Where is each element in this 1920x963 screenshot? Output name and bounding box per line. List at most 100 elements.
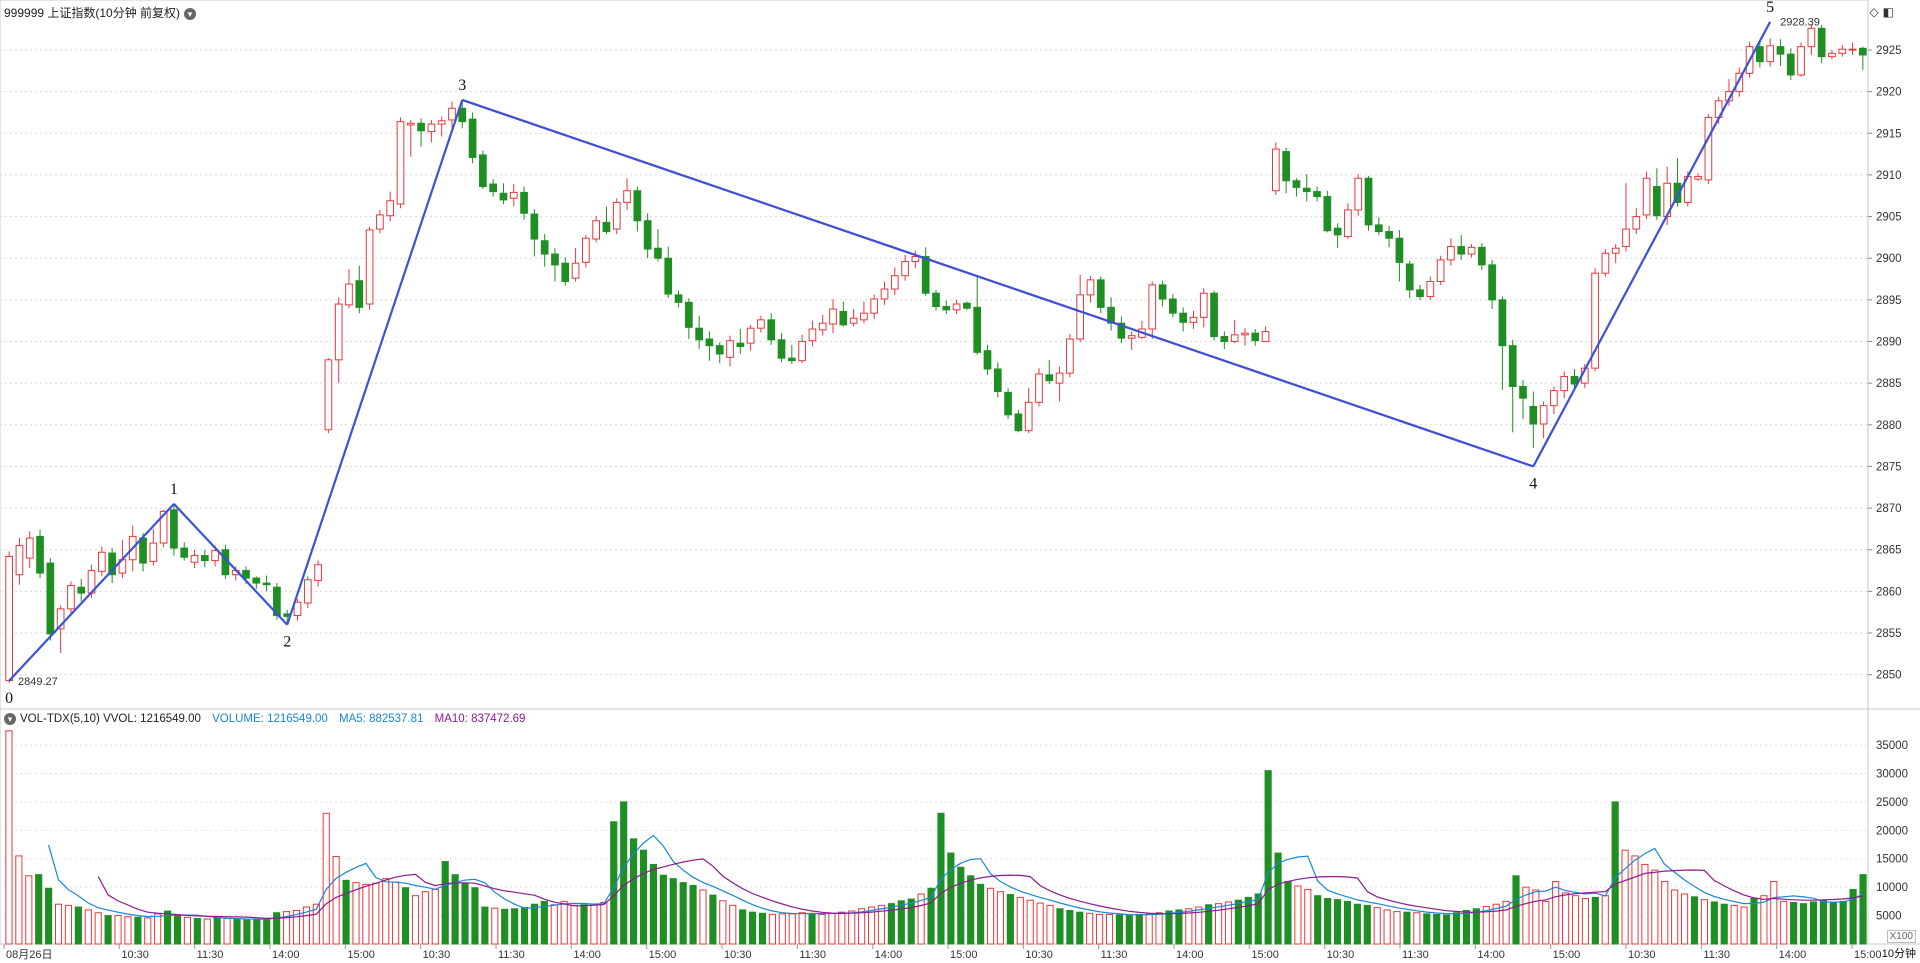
candle-body xyxy=(973,306,982,353)
candle-body xyxy=(1333,227,1342,236)
dropdown-icon[interactable]: ▾ xyxy=(184,7,197,20)
volume-bar xyxy=(411,895,420,945)
candle-body xyxy=(355,280,364,308)
time-tick-label: 10:30 xyxy=(1327,949,1355,961)
candle-body xyxy=(1591,272,1599,369)
wave-line xyxy=(461,98,1534,468)
candle-body xyxy=(1611,247,1620,254)
candle-body xyxy=(1066,338,1074,374)
volume-bar xyxy=(273,912,281,945)
volume-bar xyxy=(154,913,162,945)
candle-body xyxy=(1344,209,1352,238)
candle-body xyxy=(870,298,879,314)
volume-bar xyxy=(838,911,846,945)
time-tick-label: 10:30 xyxy=(1628,949,1656,961)
candle-body xyxy=(798,341,806,362)
volume-bar xyxy=(947,852,955,945)
candle-body xyxy=(1323,196,1332,232)
candle-body xyxy=(1282,151,1290,182)
volume-bar xyxy=(1086,912,1094,945)
volume-bar xyxy=(193,917,201,945)
chart-title: 999999 上证指数(10分钟 前复权) xyxy=(4,6,181,20)
candle-body xyxy=(1199,292,1208,318)
volume-bar xyxy=(758,912,767,945)
chart-title-bar: 999999 上证指数(10分钟 前复权) ▾ xyxy=(4,4,197,21)
candle-body xyxy=(345,283,353,306)
candle-body xyxy=(1642,177,1651,216)
volume-bar xyxy=(1591,896,1599,945)
candle-body xyxy=(767,319,776,341)
volume-bar xyxy=(1512,875,1520,945)
volume-bar xyxy=(1373,907,1381,945)
volume-bar xyxy=(877,904,886,945)
volume-tick-label: 15000 xyxy=(1876,854,1908,866)
candle-body xyxy=(1261,331,1270,343)
volume-bar xyxy=(1750,898,1758,945)
volume-bar xyxy=(1185,908,1193,945)
volume-bar xyxy=(243,919,251,945)
volume-bar xyxy=(84,909,92,945)
period-label[interactable]: 10分钟 xyxy=(1881,948,1916,960)
volume-bar xyxy=(15,855,23,945)
candle-body xyxy=(1776,46,1785,55)
candle-body xyxy=(56,608,65,630)
volume-bar xyxy=(620,801,628,945)
candle-body xyxy=(1241,332,1249,336)
volume-bar xyxy=(778,913,786,945)
volume-bar xyxy=(1799,903,1808,945)
candle-body xyxy=(509,191,518,199)
candle-body xyxy=(170,509,178,549)
candle-body xyxy=(46,562,55,635)
volume-bar xyxy=(1076,911,1084,945)
volume-bar xyxy=(1403,911,1411,945)
candle-body xyxy=(736,342,745,348)
vol-title: VOL-TDX(5,10) VVOL: 1216549.00 xyxy=(20,713,201,726)
volume-bar xyxy=(669,878,677,945)
candle-body xyxy=(458,107,467,123)
diamond-icon[interactable]: ◇ xyxy=(1869,5,1879,19)
volume-bar xyxy=(1631,855,1639,945)
time-tick-label: 14:00 xyxy=(1779,949,1807,961)
volume-bar xyxy=(917,893,925,945)
candle-body xyxy=(499,192,508,201)
volume-bar xyxy=(540,900,548,945)
volume-bar xyxy=(253,919,261,945)
volume-bar xyxy=(560,900,568,945)
candle-body xyxy=(324,359,333,431)
candle-body xyxy=(787,357,796,362)
volume-bar xyxy=(332,855,340,945)
volume-bar xyxy=(1066,909,1074,945)
volume-bar xyxy=(1542,900,1550,945)
volume-bar xyxy=(134,916,142,945)
candle-body xyxy=(983,350,992,370)
volume-bar xyxy=(818,913,826,945)
volume-bar xyxy=(967,875,975,945)
volume-bar xyxy=(45,887,53,945)
candle-body xyxy=(1076,294,1085,340)
time-tick-label: 11:30 xyxy=(1101,949,1128,961)
candle-body xyxy=(592,220,601,240)
volume-bar xyxy=(1710,901,1718,945)
volume-bar xyxy=(729,904,737,945)
price-tick-label: 2855 xyxy=(1876,628,1902,640)
indicator-settings-icon[interactable]: ▾ xyxy=(4,713,16,725)
time-tick-label: 11:30 xyxy=(1703,949,1730,961)
candle-body xyxy=(108,552,116,576)
volume-bar xyxy=(342,879,350,945)
volume-bar xyxy=(749,911,757,945)
volume-bar xyxy=(699,889,707,945)
peak-price-label: 2928.39 xyxy=(1780,17,1820,29)
time-tick-label: 11:30 xyxy=(799,949,826,961)
volume-bar xyxy=(1096,913,1104,945)
volume-bar xyxy=(233,919,241,945)
candle-body xyxy=(1004,391,1012,416)
candle-body xyxy=(849,317,858,324)
candle-body xyxy=(1117,322,1126,339)
candle-body xyxy=(715,345,724,355)
volume-tick-label: 10000 xyxy=(1876,882,1908,894)
candle-body xyxy=(437,120,446,125)
volume-bar xyxy=(1363,904,1371,945)
panel-toggle-icon[interactable]: ◧ xyxy=(1882,5,1894,19)
candle-body xyxy=(427,123,436,133)
wave-line xyxy=(286,99,464,626)
